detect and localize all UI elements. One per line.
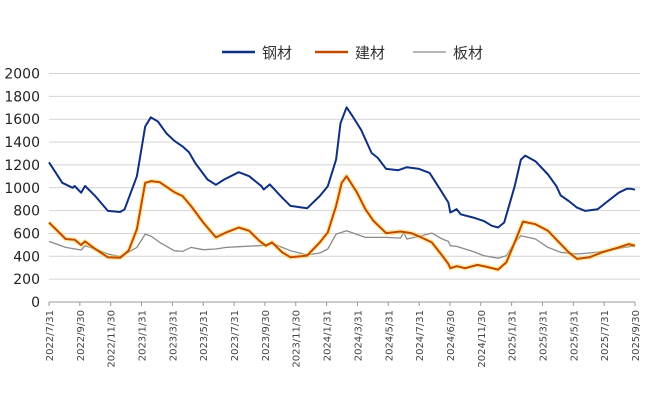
x-tick-label: 2023/9/30 [261, 310, 272, 361]
y-tick-label: 2000 [4, 67, 40, 83]
x-tick-label: 2023/7/31 [230, 310, 241, 361]
x-tick-label: 2024/7/31 [415, 310, 426, 361]
x-tick-label: 2024/11/30 [477, 310, 488, 368]
y-tick-label: 1000 [4, 181, 40, 197]
y-tick-label: 1400 [4, 135, 40, 151]
x-tick-label: 2022/9/30 [76, 310, 87, 361]
x-tick-label: 2025/5/31 [569, 310, 580, 361]
x-tick-label: 2022/11/30 [107, 310, 118, 368]
x-tick-label: 2023/5/31 [199, 310, 210, 361]
series-lines [47, 106, 636, 273]
legend: 钢材 建材 板材 [222, 44, 483, 62]
x-tick-label: 2024/6/30 [446, 310, 457, 361]
legend-label: 板材 [453, 44, 483, 62]
series-line-2 [48, 230, 636, 259]
y-tick-label: 1800 [4, 89, 40, 105]
y-tick-label: 200 [13, 272, 40, 288]
x-tick-label: 2023/1/31 [138, 310, 149, 361]
series-glow [47, 173, 636, 273]
legend-label: 建材 [355, 44, 385, 62]
legend-label: 钢材 [262, 44, 292, 62]
x-tick-label: 2022/7/31 [45, 310, 56, 361]
x-tick-label: 2025/9/30 [631, 310, 642, 361]
series-line-1 [48, 175, 636, 271]
series-line-0 [48, 106, 636, 229]
y-tick-label: 800 [13, 204, 40, 220]
x-axis: 2022/7/31 2022/9/30 2022/11/30 2023/1/31 202… [45, 301, 642, 368]
x-tick-label: 2023/11/30 [292, 310, 303, 368]
y-tick-label: 400 [13, 249, 40, 265]
x-tick-label: 2025/7/31 [600, 310, 611, 361]
x-tick-label: 2025/3/31 [538, 310, 549, 361]
y-tick-label: 0 [31, 295, 40, 311]
y-tick-label: 1200 [4, 158, 40, 174]
x-tick-label: 2024/1/31 [323, 310, 334, 361]
x-tick-label: 2025/1/31 [508, 310, 519, 361]
gridlines [49, 73, 640, 280]
y-axis: 0 200 400 600 800 1000 1200 1400 1600 1800 2000 [4, 67, 40, 312]
x-tick-label: 2024/5/31 [384, 310, 395, 361]
y-tick-label: 1600 [4, 112, 40, 128]
x-tick-label: 2023/3/31 [168, 310, 179, 361]
y-tick-label: 600 [13, 226, 40, 242]
x-tick-label: 2024/3/31 [353, 310, 364, 361]
